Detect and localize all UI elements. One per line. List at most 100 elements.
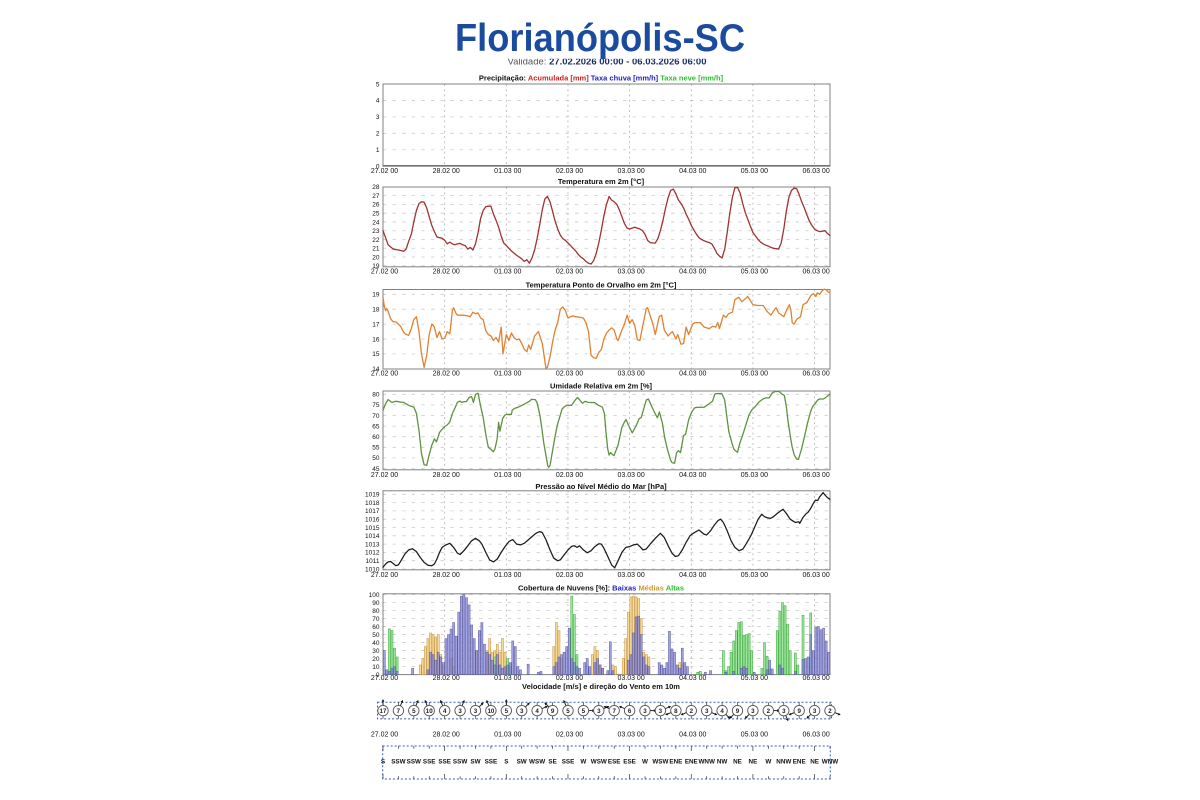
svg-text:60: 60 — [372, 434, 380, 441]
svg-text:04.03 00: 04.03 00 — [679, 472, 706, 479]
svg-text:9: 9 — [797, 708, 801, 715]
svg-text:3: 3 — [520, 708, 524, 715]
svg-text:1010: 1010 — [365, 566, 380, 573]
svg-text:03.03 00: 03.03 00 — [617, 732, 644, 739]
svg-text:3: 3 — [458, 708, 462, 715]
svg-text:01.03 00: 01.03 00 — [494, 371, 521, 378]
svg-text:28.02 00: 28.02 00 — [433, 371, 460, 378]
svg-text:Cobertura de Nuvens [%]: Baixa: Cobertura de Nuvens [%]: Baixas Médias A… — [518, 584, 684, 593]
svg-text:NNW: NNW — [776, 758, 791, 765]
svg-text:70: 70 — [372, 616, 380, 623]
svg-text:06.03 00: 06.03 00 — [802, 472, 829, 479]
svg-text:05.03 00: 05.03 00 — [741, 269, 768, 276]
svg-text:06.03 00: 06.03 00 — [802, 168, 829, 175]
svg-text:3: 3 — [643, 708, 647, 715]
svg-text:W: W — [642, 758, 648, 765]
svg-text:24: 24 — [372, 219, 380, 226]
svg-text:06.03 00: 06.03 00 — [802, 371, 829, 378]
svg-text:04.03 00: 04.03 00 — [679, 675, 706, 682]
svg-text:0: 0 — [376, 164, 380, 171]
svg-text:05.03 00: 05.03 00 — [741, 572, 768, 579]
svg-text:27.02 00: 27.02 00 — [371, 269, 398, 276]
svg-text:05.03 00: 05.03 00 — [741, 732, 768, 739]
svg-text:03.03 00: 03.03 00 — [617, 572, 644, 579]
svg-text:4: 4 — [376, 98, 380, 105]
svg-text:01.03 00: 01.03 00 — [494, 732, 521, 739]
svg-text:WSW: WSW — [529, 758, 545, 765]
svg-text:50: 50 — [372, 455, 380, 462]
svg-text:4: 4 — [720, 708, 724, 715]
svg-text:02.03 00: 02.03 00 — [556, 675, 583, 682]
svg-text:05.03 00: 05.03 00 — [741, 168, 768, 175]
svg-text:10: 10 — [372, 664, 380, 671]
svg-text:80: 80 — [372, 392, 380, 399]
svg-text:90: 90 — [372, 600, 380, 607]
svg-text:10: 10 — [487, 708, 494, 715]
svg-text:2: 2 — [828, 708, 832, 715]
svg-text:3: 3 — [597, 708, 601, 715]
svg-text:ENE: ENE — [669, 758, 682, 765]
svg-text:25: 25 — [372, 211, 380, 218]
svg-text:30: 30 — [372, 648, 380, 655]
svg-text:80: 80 — [372, 608, 380, 615]
svg-text:18: 18 — [372, 307, 380, 314]
svg-text:3: 3 — [659, 708, 663, 715]
svg-text:SW: SW — [470, 758, 480, 765]
svg-text:SE: SE — [548, 758, 556, 765]
svg-text:NE: NE — [733, 758, 742, 765]
svg-text:1013: 1013 — [365, 541, 380, 548]
svg-text:5: 5 — [376, 81, 380, 88]
svg-text:05.03 00: 05.03 00 — [741, 472, 768, 479]
svg-text:03.03 00: 03.03 00 — [617, 168, 644, 175]
svg-text:28.02 00: 28.02 00 — [433, 472, 460, 479]
svg-text:27.02 00: 27.02 00 — [371, 371, 398, 378]
svg-text:SSW: SSW — [407, 758, 421, 765]
svg-text:SSE: SSE — [485, 758, 498, 765]
svg-text:Precipitação: Acumulada [mm] T: Precipitação: Acumulada [mm] Taxa chuva … — [479, 74, 724, 83]
svg-text:2: 2 — [690, 708, 694, 715]
svg-text:10: 10 — [426, 708, 433, 715]
svg-text:20: 20 — [372, 656, 380, 663]
svg-text:01.03 00: 01.03 00 — [494, 572, 521, 579]
svg-text:1: 1 — [376, 147, 380, 154]
svg-text:1018: 1018 — [365, 500, 380, 507]
svg-text:14: 14 — [372, 366, 380, 373]
svg-text:03.03 00: 03.03 00 — [617, 472, 644, 479]
svg-text:WSW: WSW — [652, 758, 668, 765]
svg-text:16: 16 — [372, 336, 380, 343]
svg-text:02.03 00: 02.03 00 — [556, 472, 583, 479]
svg-text:S: S — [504, 758, 508, 765]
svg-text:NW: NW — [717, 758, 728, 765]
svg-text:26: 26 — [372, 202, 380, 209]
svg-text:9: 9 — [736, 708, 740, 715]
svg-text:70: 70 — [372, 413, 380, 420]
svg-text:02.03 00: 02.03 00 — [556, 269, 583, 276]
svg-text:7: 7 — [397, 708, 401, 715]
svg-text:1014: 1014 — [365, 533, 380, 540]
svg-text:SSW: SSW — [391, 758, 405, 765]
svg-text:5: 5 — [566, 708, 570, 715]
svg-text:4: 4 — [535, 708, 539, 715]
svg-text:27.02 00: 27.02 00 — [371, 572, 398, 579]
svg-text:NE: NE — [749, 758, 758, 765]
svg-text:04.03 00: 04.03 00 — [679, 168, 706, 175]
svg-text:06.03 00: 06.03 00 — [802, 732, 829, 739]
svg-text:0: 0 — [376, 672, 380, 679]
svg-text:Velocidade [m/s] e direção do: Velocidade [m/s] e direção do Vento em 1… — [522, 682, 680, 691]
svg-text:3: 3 — [813, 708, 817, 715]
svg-text:02.03 00: 02.03 00 — [556, 371, 583, 378]
svg-text:19: 19 — [372, 292, 380, 299]
svg-text:3: 3 — [376, 114, 380, 121]
svg-text:75: 75 — [372, 402, 380, 409]
svg-text:01.03 00: 01.03 00 — [494, 675, 521, 682]
svg-text:28.02 00: 28.02 00 — [433, 572, 460, 579]
svg-text:03.03 00: 03.03 00 — [617, 371, 644, 378]
svg-text:SSE: SSE — [438, 758, 451, 765]
svg-text:NE: NE — [810, 758, 819, 765]
svg-text:5: 5 — [582, 708, 586, 715]
svg-text:23: 23 — [372, 228, 380, 235]
svg-text:28: 28 — [372, 184, 380, 191]
svg-text:50: 50 — [372, 632, 380, 639]
svg-text:02.03 00: 02.03 00 — [556, 732, 583, 739]
svg-text:01.03 00: 01.03 00 — [494, 269, 521, 276]
